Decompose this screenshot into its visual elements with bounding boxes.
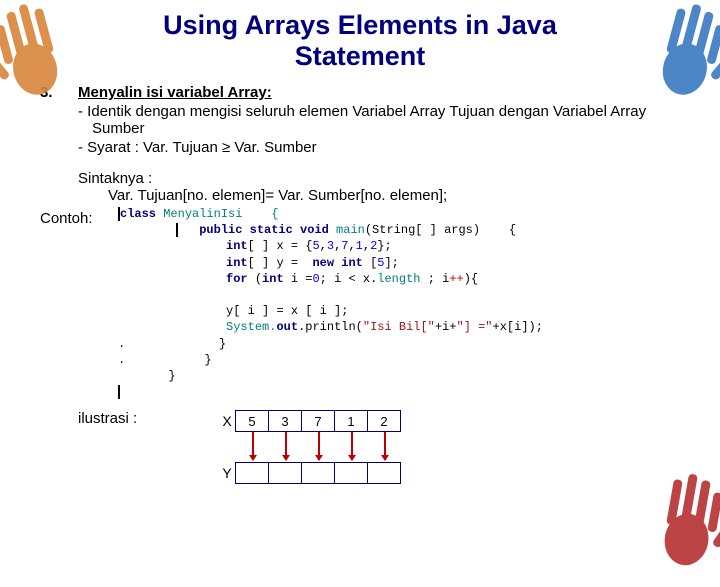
- array-y-cell: [235, 462, 269, 484]
- syntax-label: Sintaknya :: [78, 170, 680, 187]
- illustration-label: ilustrasi :: [78, 410, 218, 427]
- array-x-cell: 5: [235, 410, 269, 432]
- title-line-1: Using Arrays Elements in Java: [163, 10, 557, 40]
- bullet-2: - Syarat : Var. Tujuan ≥ Var. Sumber: [78, 139, 680, 156]
- slide-title: Using Arrays Elements in Java Statement: [0, 0, 720, 72]
- array-x-cell: 2: [367, 410, 401, 432]
- copy-arrows: [236, 432, 401, 462]
- array-y-cell: [301, 462, 335, 484]
- array-y-cell: [367, 462, 401, 484]
- title-line-2: Statement: [295, 41, 426, 71]
- code-block: class MenyalinIsi { public static void m…: [118, 206, 680, 400]
- syntax-text: Var. Tujuan[no. elemen]= Var. Sumber[no.…: [78, 187, 680, 204]
- array-x-cell: 3: [268, 410, 302, 432]
- section-heading: Menyalin isi variabel Array:: [78, 84, 680, 101]
- slide-content: 3. Menyalin isi variabel Array: - Identi…: [0, 72, 720, 484]
- array-x-cell: 1: [334, 410, 368, 432]
- array-diagram: X 5 3 7 1 2 Y: [218, 410, 401, 484]
- array-y-cell: [334, 462, 368, 484]
- section-number: 3.: [40, 84, 78, 156]
- array-y-cell: [268, 462, 302, 484]
- bullet-1: - Identik dengan mengisi seluruh elemen …: [78, 103, 680, 137]
- array-x-cell: 7: [301, 410, 335, 432]
- array-x-label: X: [218, 413, 236, 429]
- example-label: Contoh:: [40, 206, 118, 227]
- array-y-label: Y: [218, 465, 236, 481]
